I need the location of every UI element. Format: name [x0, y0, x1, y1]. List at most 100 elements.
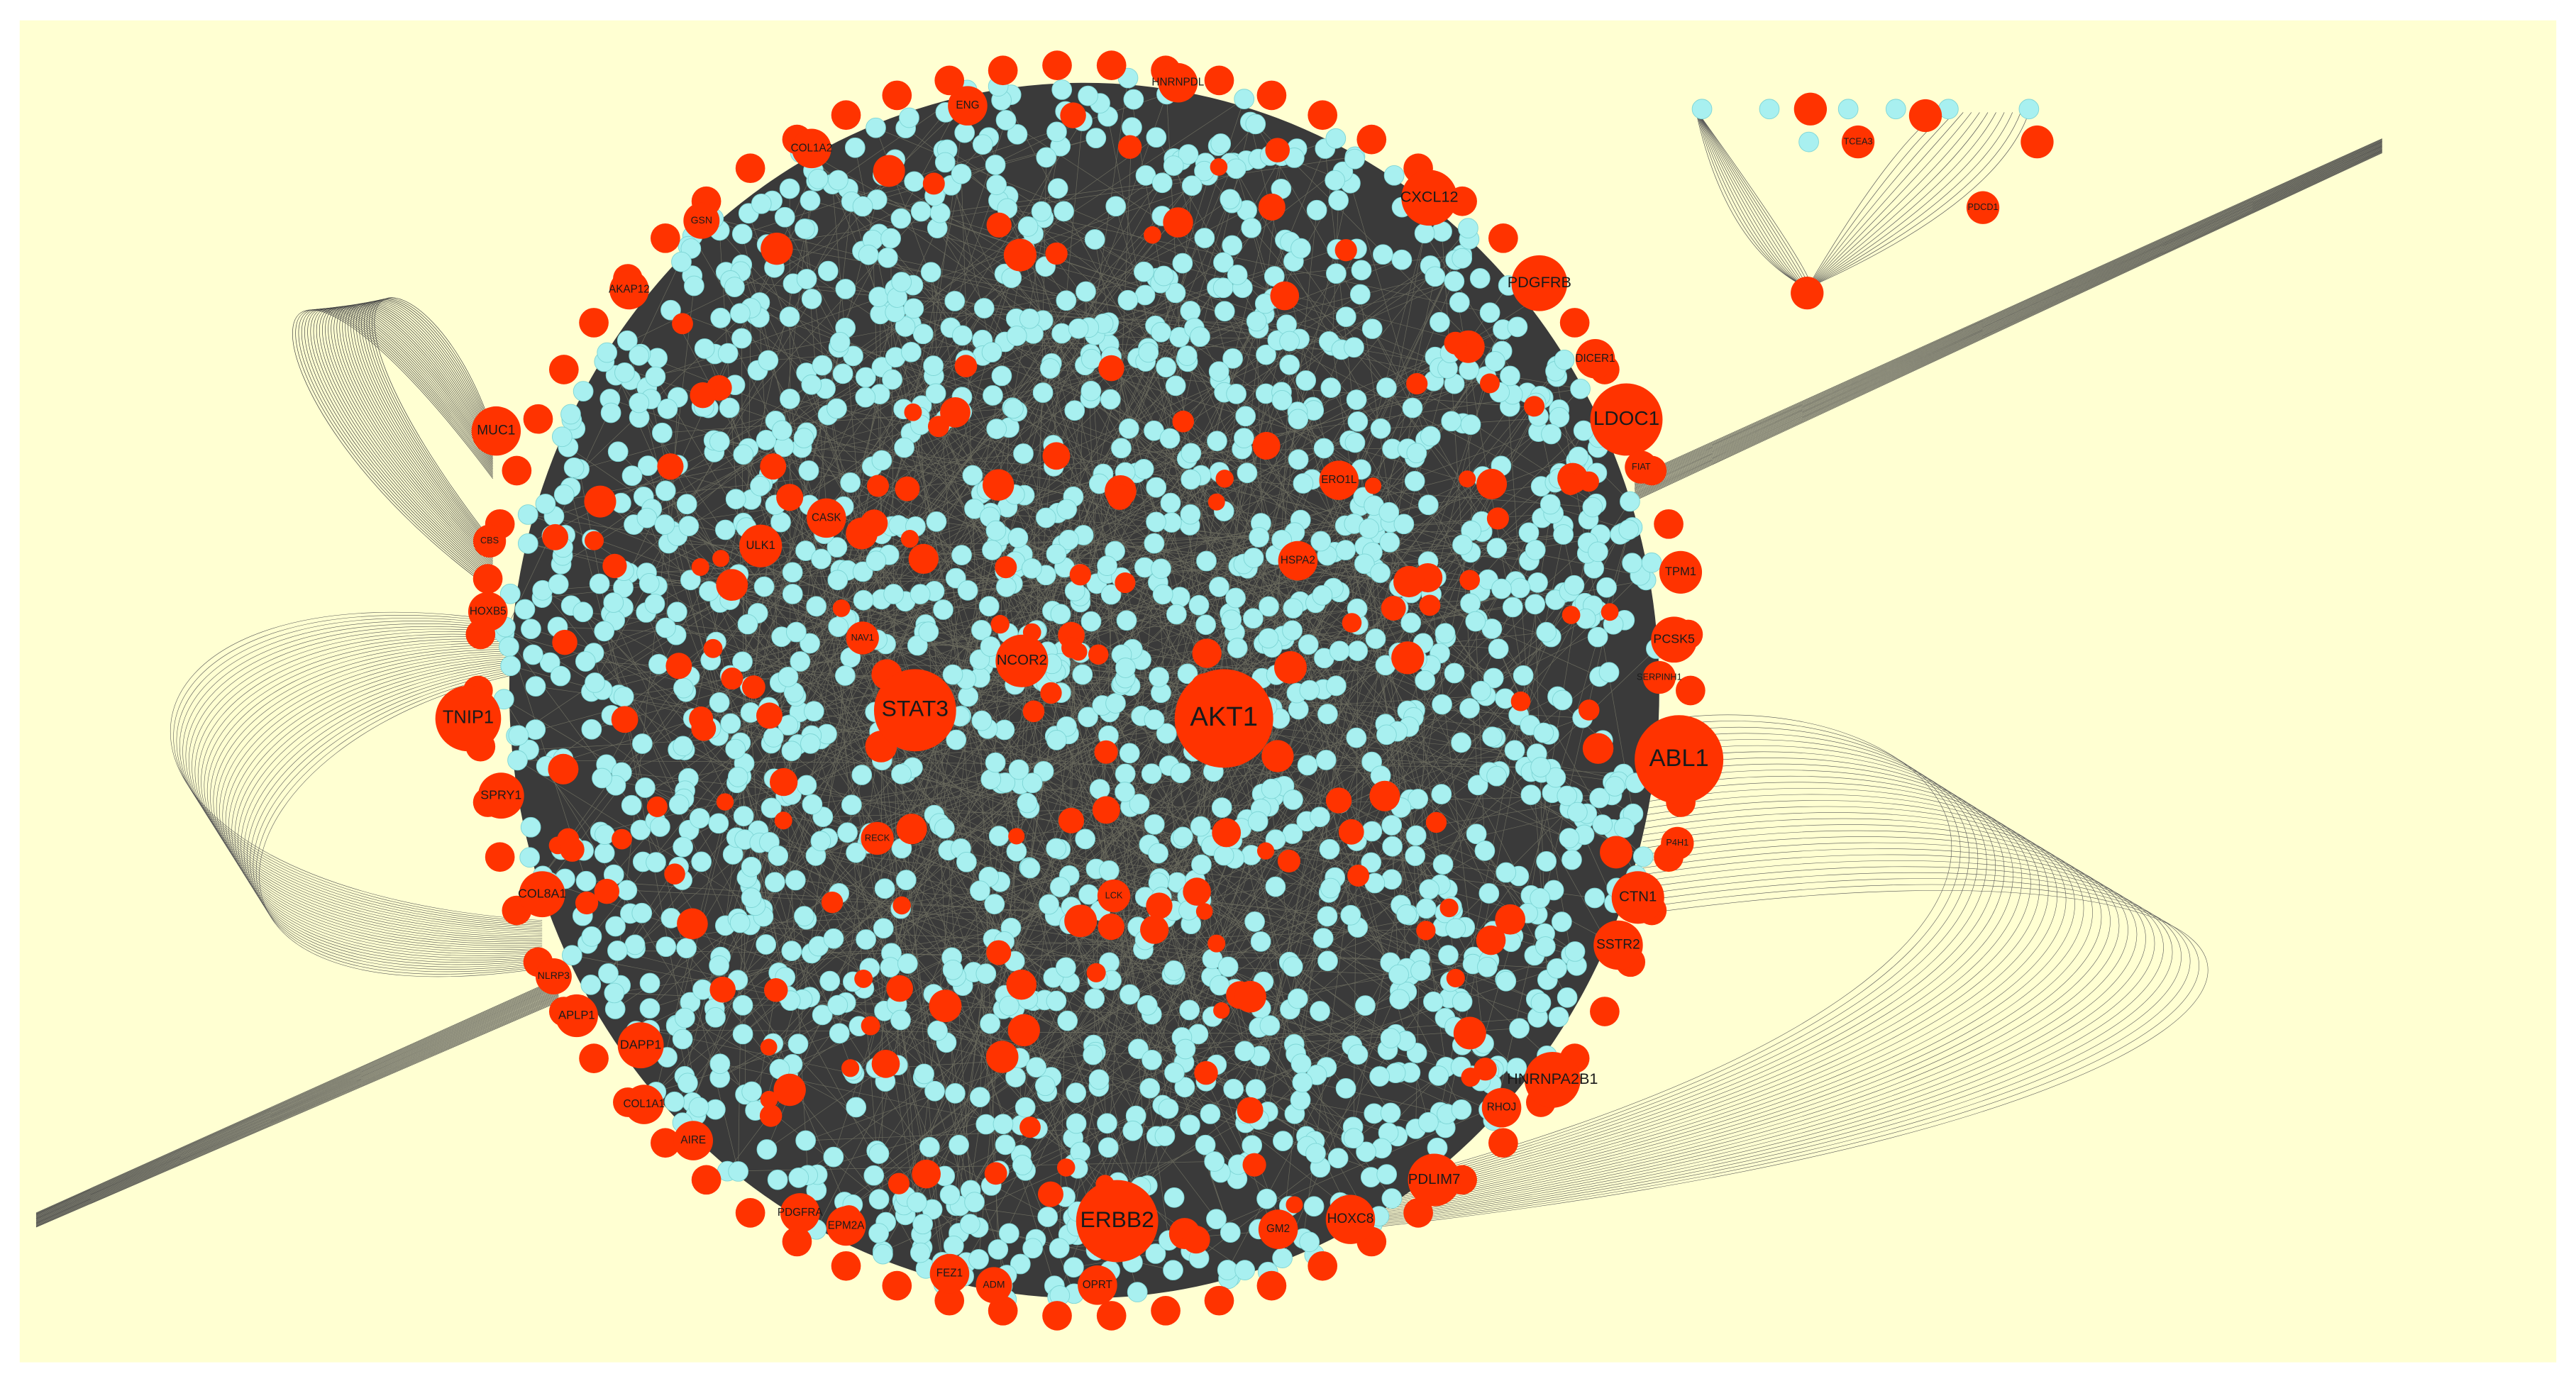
- node: [1325, 128, 1347, 149]
- node: [1242, 1135, 1263, 1156]
- node: [1151, 321, 1171, 343]
- minor-hub: [1459, 570, 1481, 591]
- minor-hub: [1446, 968, 1465, 988]
- node: [1097, 555, 1117, 576]
- node: [1259, 596, 1279, 617]
- node: [846, 842, 866, 863]
- node: [942, 959, 963, 980]
- minor-hub: [896, 814, 927, 845]
- node: [1005, 1067, 1026, 1087]
- node: [927, 1020, 948, 1041]
- minor-hub: [1791, 276, 1824, 310]
- node: [868, 1223, 889, 1243]
- minor-hub: [548, 753, 579, 785]
- node: [827, 570, 848, 591]
- minor-hub: [1334, 239, 1357, 262]
- node: [907, 1192, 927, 1213]
- edge: [1249, 121, 1430, 889]
- node: [1459, 698, 1480, 719]
- node: [1482, 726, 1503, 748]
- node: [971, 619, 992, 641]
- node: [1393, 514, 1415, 535]
- node: [731, 328, 752, 349]
- node: [630, 819, 651, 841]
- edge-loop: [319, 306, 493, 576]
- node: [926, 511, 947, 532]
- node: [767, 1169, 788, 1190]
- edge: [900, 908, 1212, 960]
- node: [1496, 970, 1517, 992]
- minor-hub: [1523, 396, 1545, 417]
- edge: [715, 893, 839, 1018]
- node: [732, 994, 753, 1016]
- node: [914, 1063, 934, 1085]
- edge-loop: [1248, 800, 2075, 1229]
- node: [796, 775, 817, 796]
- node: [727, 767, 748, 787]
- node: [968, 1248, 989, 1270]
- node: [1164, 1062, 1185, 1083]
- node: [1175, 1038, 1196, 1060]
- minor-hub: [1369, 780, 1400, 811]
- rim-node: [1403, 1198, 1433, 1228]
- node: [846, 1097, 867, 1118]
- node: [1089, 779, 1110, 799]
- node: [1541, 423, 1561, 445]
- node: [678, 516, 700, 536]
- hub-label: CTN1: [1619, 889, 1657, 905]
- node: [1561, 849, 1582, 870]
- node: [929, 202, 951, 223]
- minor-hub: [1006, 969, 1037, 1000]
- edge-loop: [353, 301, 494, 556]
- node: [868, 1189, 890, 1210]
- edge-loop: [292, 309, 493, 591]
- node: [1584, 887, 1605, 909]
- edge-loop: [316, 307, 493, 578]
- edge-loop: [182, 623, 543, 928]
- edge: [1044, 478, 1559, 1001]
- edge: [1085, 291, 1410, 916]
- node: [1190, 326, 1210, 348]
- node: [810, 831, 831, 852]
- edge-bundle: [35, 992, 559, 1222]
- hub-node: [792, 128, 831, 169]
- node: [1445, 918, 1466, 939]
- rim-node: [1096, 1301, 1127, 1331]
- hub-label: AKAP12: [609, 284, 650, 296]
- node: [1410, 960, 1431, 981]
- node: [519, 847, 540, 868]
- hub-node: [535, 958, 572, 994]
- node: [1084, 229, 1105, 250]
- node: [975, 1114, 997, 1135]
- node: [798, 460, 819, 481]
- node: [1188, 594, 1210, 616]
- edge: [1015, 912, 1445, 997]
- node: [1506, 1058, 1527, 1078]
- node: [1191, 854, 1212, 875]
- node: [1072, 664, 1093, 685]
- edge-loop: [204, 641, 543, 939]
- minor-hub: [657, 453, 684, 480]
- node: [1549, 406, 1570, 428]
- node: [1452, 991, 1473, 1012]
- node: [521, 619, 541, 640]
- hub-node: [477, 772, 524, 819]
- node: [1056, 499, 1078, 520]
- node: [763, 726, 784, 748]
- hub-label: TCEA3: [1844, 135, 1873, 146]
- edge: [919, 416, 1029, 636]
- minor-hub: [1486, 507, 1509, 530]
- node: [952, 325, 973, 346]
- node: [1209, 577, 1229, 597]
- node: [539, 652, 560, 673]
- hub-node: [1325, 1194, 1376, 1244]
- hub-label: STAT3: [882, 696, 949, 721]
- edge-bundle: [1634, 143, 2382, 487]
- hub-label: ADM: [983, 1279, 1005, 1290]
- node: [894, 437, 914, 458]
- node: [1080, 348, 1102, 370]
- node: [1432, 694, 1452, 715]
- node: [1017, 792, 1038, 814]
- node: [694, 338, 715, 359]
